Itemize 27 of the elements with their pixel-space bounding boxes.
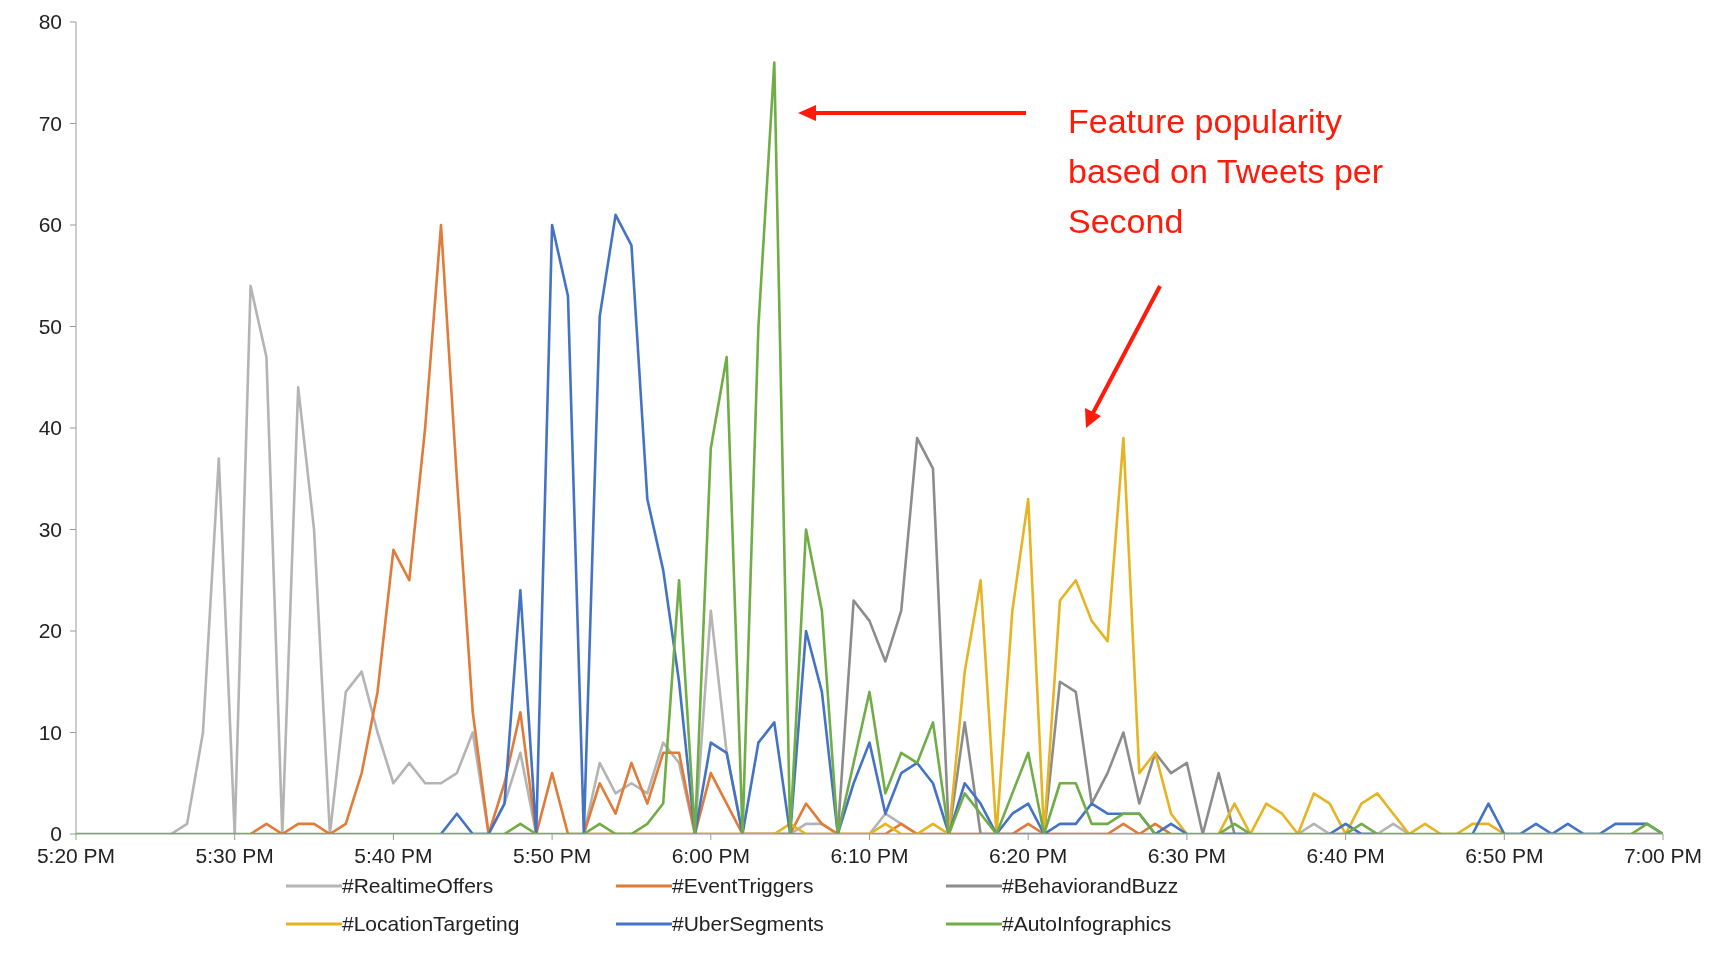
legend-label: #BehaviorandBuzz	[1002, 874, 1179, 898]
y-tick-label: 70	[38, 111, 62, 135]
legend-label: #EventTriggers	[672, 874, 814, 898]
x-tick-label: 5:40 PM	[354, 843, 433, 867]
x-tick-label: 5:30 PM	[195, 843, 274, 867]
x-tick-label: 6:20 PM	[989, 843, 1068, 867]
y-tick-label: 20	[38, 619, 62, 643]
annotation: Feature popularity based on Tweets per Second	[1068, 101, 1385, 242]
legend-label: #UberSegments	[672, 912, 824, 936]
y-tick-label: 50	[38, 314, 62, 338]
x-tick-label: 7:00 PM	[1623, 843, 1703, 867]
y-tick-label: 60	[38, 213, 62, 237]
x-tick-label: 6:00 PM	[671, 843, 750, 867]
y-tick-label: 10	[38, 720, 62, 744]
legend-label: #RealtimeOffers	[342, 874, 494, 898]
legend-label: #AutoInfographics	[1002, 912, 1172, 936]
x-tick-label: 6:10 PM	[830, 843, 909, 867]
y-tick-label: 40	[38, 416, 62, 440]
legend-label: #LocationTargeting	[342, 912, 520, 936]
y-tick-label: 0	[50, 822, 62, 846]
y-tick-label: 80	[38, 10, 62, 34]
x-tick-label: 6:40 PM	[1306, 843, 1385, 867]
x-tick-label: 5:50 PM	[512, 843, 592, 867]
x-tick-label: 5:20 PM	[36, 843, 116, 867]
x-tick-label: 6:30 PM	[1147, 843, 1227, 867]
y-tick-label: 30	[38, 517, 62, 541]
x-tick-label: 6:50 PM	[1465, 843, 1544, 867]
